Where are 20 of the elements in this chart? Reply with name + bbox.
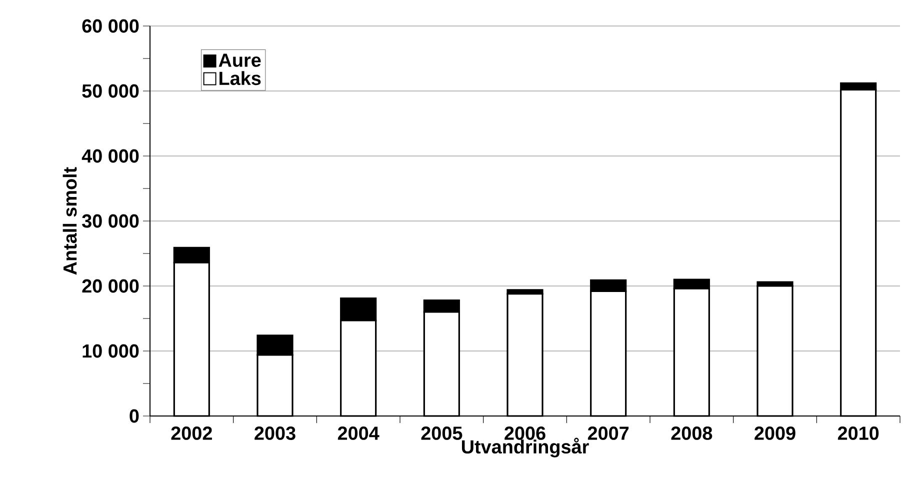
y-tick-label: 40 000: [82, 149, 139, 163]
y-tick-label: 10 000: [82, 344, 139, 358]
x-tick-label: 2003: [254, 426, 296, 440]
y-tick-label: 50 000: [82, 84, 139, 98]
x-tick-label: 2005: [421, 426, 462, 440]
legend-label: Laks: [220, 71, 261, 86]
x-tick-label: 2008: [671, 426, 712, 440]
x-tick-label: 2009: [754, 426, 796, 440]
x-axis-title: Utvandringsår: [462, 438, 589, 458]
y-tick-label: 20 000: [82, 279, 139, 293]
y-axis-title: Antall smolt: [62, 167, 77, 275]
y-tick-label: 30 000: [82, 214, 139, 228]
legend-label: Aure: [218, 54, 261, 67]
y-tick-label: 0: [130, 409, 139, 423]
x-tick-label: 2010: [838, 426, 879, 440]
x-tick-label: 2002: [171, 426, 212, 440]
x-tick-label: 2004: [338, 426, 380, 440]
y-tick-label: 60 000: [82, 19, 139, 33]
x-tick-label: 2007: [588, 426, 629, 440]
x-tick-label: 2006: [504, 426, 546, 440]
